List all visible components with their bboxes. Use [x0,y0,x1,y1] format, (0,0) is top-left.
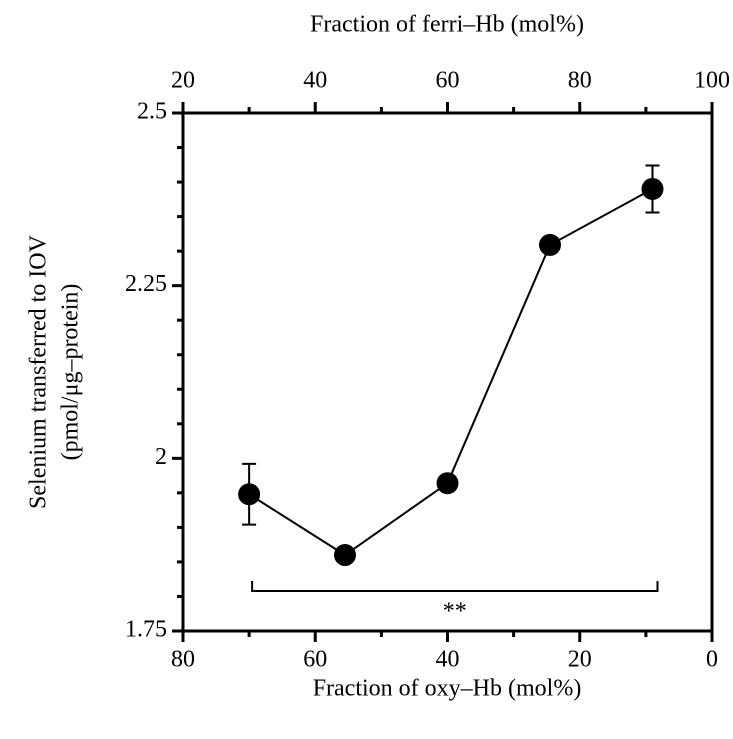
data-point [538,233,561,256]
x-tick-label: 20 [568,647,592,673]
y-tick-label: 1.75 [125,617,167,643]
x2-tick-label: 80 [568,68,592,94]
x-tick-label: 40 [436,647,460,673]
x2-tick-label: 60 [436,68,460,94]
y-axis-title: Selenium transferred to IOV [26,234,52,509]
data-line [248,188,653,557]
x2-tick-label: 100 [694,68,730,94]
y-tick-label: 2.5 [137,99,167,125]
x-axis-title: Fraction of oxy–Hb (mol%) [313,676,582,702]
y-tick-label: 2 [155,444,167,470]
x2-axis-title: Fraction of ferri–Hb (mol%) [310,12,584,38]
x-tick-label: 80 [171,647,195,673]
x2-tick-label: 40 [303,68,327,94]
data-point [334,544,357,567]
data-point [641,177,664,200]
y-axis-title: (pmol/μg–protein) [58,284,84,461]
x-tick-label: 0 [706,647,718,673]
x2-tick-label: 20 [171,68,195,94]
y-tick-label: 2.25 [125,271,167,297]
x-tick-label: 60 [303,647,327,673]
significance-bracket [251,581,659,592]
plot-frame [181,111,714,633]
data-point [436,472,459,495]
data-point [238,483,261,506]
significance-label: ** [443,599,467,625]
